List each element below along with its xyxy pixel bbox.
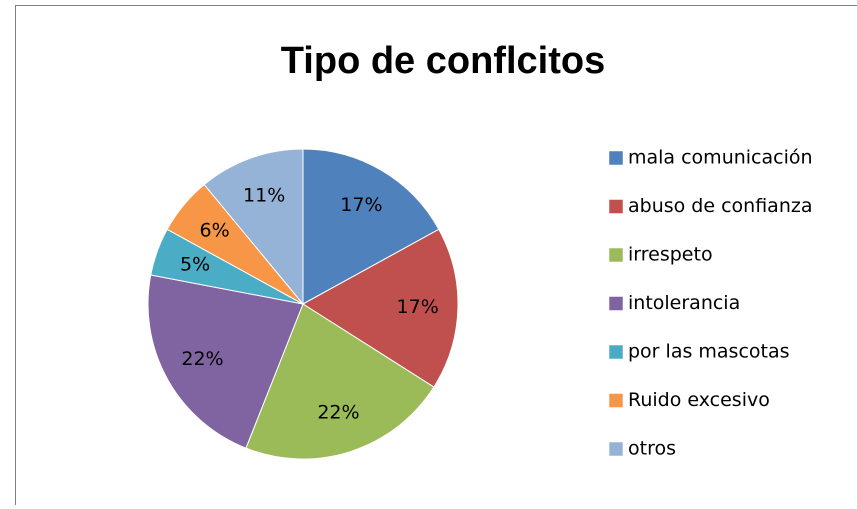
legend-label: irrespeto bbox=[628, 244, 713, 266]
data-label: 6% bbox=[200, 219, 230, 241]
legend-label: abuso de confianza bbox=[628, 195, 812, 217]
data-label: 17% bbox=[397, 296, 439, 318]
legend-swatch bbox=[609, 248, 623, 262]
chart-title: Tipo de conflcitos bbox=[281, 40, 605, 82]
legend-label: otros bbox=[628, 438, 676, 460]
legend-swatch bbox=[609, 442, 623, 456]
legend-label: Ruido excesivo bbox=[628, 389, 770, 411]
legend-label: mala comunicación bbox=[628, 147, 813, 169]
legend-label: intolerancia bbox=[628, 292, 740, 314]
data-label: 22% bbox=[317, 402, 359, 424]
legend-label: por las mascotas bbox=[628, 341, 790, 363]
legend-swatch bbox=[609, 200, 623, 214]
data-label: 22% bbox=[181, 348, 223, 370]
legend-swatch bbox=[609, 345, 623, 359]
data-label: 17% bbox=[340, 194, 382, 216]
legend-swatch bbox=[609, 151, 623, 165]
data-label: 5% bbox=[180, 254, 210, 276]
data-label: 11% bbox=[243, 185, 285, 207]
legend-swatch bbox=[609, 297, 623, 311]
legend-swatch bbox=[609, 394, 623, 408]
